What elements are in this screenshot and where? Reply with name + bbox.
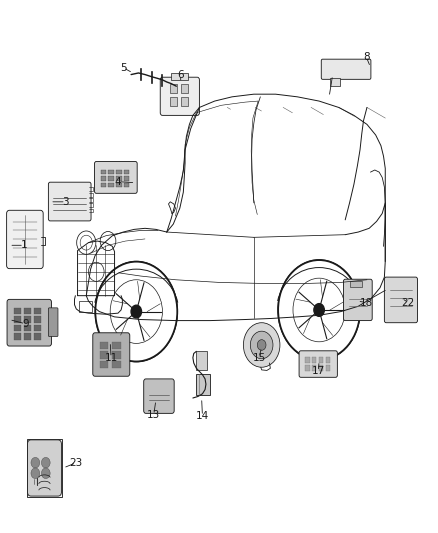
- Circle shape: [244, 322, 280, 367]
- Bar: [326, 365, 330, 372]
- Text: 22: 22: [402, 297, 415, 308]
- Bar: [181, 98, 187, 107]
- Bar: [24, 317, 31, 322]
- Text: 8: 8: [363, 52, 369, 61]
- Text: 3: 3: [63, 197, 69, 207]
- FancyBboxPatch shape: [95, 161, 137, 193]
- Circle shape: [257, 340, 266, 350]
- Bar: [100, 351, 109, 359]
- Bar: [326, 357, 330, 363]
- FancyBboxPatch shape: [299, 351, 337, 377]
- Bar: [79, 301, 92, 312]
- Bar: [24, 325, 31, 331]
- Bar: [35, 333, 42, 340]
- FancyBboxPatch shape: [144, 379, 174, 414]
- Text: 15: 15: [252, 353, 266, 362]
- Bar: [124, 176, 129, 181]
- FancyBboxPatch shape: [28, 440, 61, 496]
- Bar: [14, 317, 21, 322]
- Bar: [319, 357, 323, 363]
- Text: 13: 13: [147, 410, 160, 420]
- FancyBboxPatch shape: [160, 77, 199, 115]
- FancyBboxPatch shape: [48, 182, 91, 221]
- Bar: [35, 317, 42, 322]
- Bar: [109, 170, 114, 174]
- Bar: [14, 333, 21, 340]
- Bar: [305, 365, 310, 372]
- Text: 1: 1: [21, 240, 27, 251]
- Bar: [171, 74, 187, 80]
- Text: 17: 17: [311, 367, 325, 376]
- Bar: [170, 84, 177, 93]
- Bar: [330, 78, 339, 86]
- Bar: [35, 308, 42, 314]
- Text: 6: 6: [177, 70, 184, 79]
- Bar: [14, 308, 21, 314]
- FancyBboxPatch shape: [7, 300, 51, 346]
- Bar: [116, 183, 121, 187]
- Bar: [101, 170, 106, 174]
- Bar: [101, 183, 106, 187]
- Circle shape: [42, 457, 50, 468]
- Bar: [116, 170, 121, 174]
- FancyBboxPatch shape: [343, 279, 372, 320]
- Bar: [101, 176, 106, 181]
- Bar: [27, 439, 62, 497]
- Bar: [116, 176, 121, 181]
- Bar: [305, 357, 310, 363]
- Bar: [112, 351, 120, 359]
- Circle shape: [31, 468, 40, 479]
- FancyBboxPatch shape: [93, 333, 130, 376]
- Bar: [350, 281, 362, 287]
- Bar: [170, 98, 177, 107]
- Circle shape: [314, 304, 324, 317]
- Bar: [100, 361, 109, 368]
- Bar: [181, 84, 187, 93]
- Bar: [124, 183, 129, 187]
- FancyBboxPatch shape: [321, 59, 371, 79]
- Bar: [319, 365, 323, 372]
- Circle shape: [42, 468, 50, 479]
- Text: 23: 23: [70, 458, 83, 467]
- FancyBboxPatch shape: [385, 277, 417, 322]
- Bar: [312, 365, 317, 372]
- Bar: [112, 342, 120, 349]
- Bar: [196, 351, 207, 370]
- Text: 11: 11: [104, 353, 118, 362]
- Bar: [109, 176, 114, 181]
- Bar: [24, 308, 31, 314]
- Text: 5: 5: [120, 63, 127, 72]
- Text: 4: 4: [115, 176, 121, 187]
- Bar: [100, 342, 109, 349]
- Text: 9: 9: [22, 319, 28, 329]
- Bar: [312, 357, 317, 363]
- Bar: [14, 325, 21, 331]
- Circle shape: [251, 331, 273, 359]
- Text: 14: 14: [196, 411, 209, 421]
- Circle shape: [131, 305, 141, 318]
- Circle shape: [31, 457, 40, 468]
- Bar: [109, 183, 114, 187]
- Bar: [24, 333, 31, 340]
- FancyBboxPatch shape: [7, 211, 43, 269]
- Text: 18: 18: [360, 297, 373, 308]
- Bar: [196, 374, 210, 395]
- Bar: [124, 170, 129, 174]
- FancyBboxPatch shape: [48, 308, 58, 336]
- Bar: [35, 325, 42, 331]
- Bar: [112, 361, 120, 368]
